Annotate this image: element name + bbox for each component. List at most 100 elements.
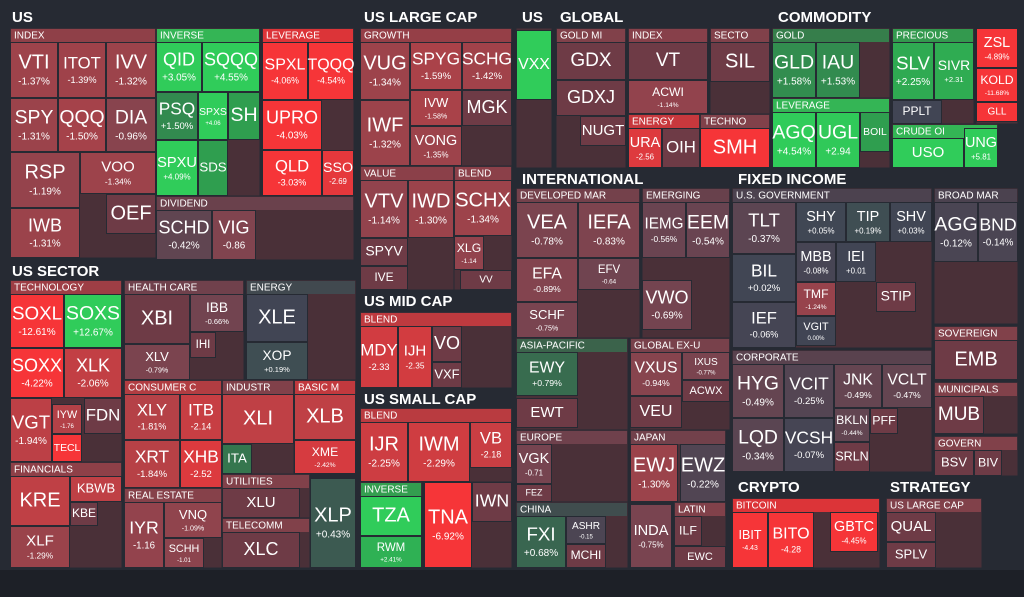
tile[interactable]: SH (228, 92, 260, 140)
tile[interactable]: KRE (10, 476, 70, 526)
tile[interactable]: TIP+0.19% (846, 202, 890, 242)
tile[interactable]: URA-2.56 (628, 128, 662, 168)
tile[interactable]: TMF -1.24% (796, 282, 836, 316)
tile[interactable]: IXUS -0.77% (682, 352, 730, 380)
tile[interactable]: NUGT (580, 116, 626, 146)
tile[interactable]: BSV (934, 450, 974, 476)
tile[interactable]: XLY -1.81% (124, 394, 180, 440)
tile[interactable]: BITO-4.28 (768, 512, 814, 568)
tile[interactable]: IEI+0.01 (836, 242, 876, 282)
tile[interactable]: IJH-2.35 (398, 326, 432, 388)
tile[interactable]: XBI (124, 294, 190, 344)
tile[interactable]: XLF-1.29% (10, 526, 70, 568)
tile[interactable]: LQD -0.34% (732, 418, 784, 472)
tile[interactable]: SQQQ +4.55% (202, 42, 260, 92)
tile[interactable]: SCHG -1.42% (462, 42, 512, 90)
tile[interactable]: IBB -0.66% (190, 294, 244, 332)
tile[interactable]: IVV -1.32% (106, 42, 156, 98)
tile[interactable]: SPLV (886, 542, 936, 568)
tile[interactable]: TZA (360, 496, 422, 536)
tile[interactable]: MBB-0.08% (796, 242, 836, 282)
tile[interactable]: BIL +0.02% (732, 254, 796, 302)
tile[interactable]: PSQ +1.50% (156, 92, 198, 140)
tile[interactable]: QLD -3.03% (262, 150, 322, 196)
tile[interactable]: SPY -1.31% (10, 98, 58, 152)
tile[interactable]: EWZ -0.22% (680, 444, 726, 502)
tile[interactable]: UGL +2.94 (816, 112, 860, 168)
tile[interactable]: VEU (630, 396, 682, 428)
tile[interactable]: SMH (700, 128, 770, 168)
tile[interactable]: FDN (84, 398, 122, 434)
tile[interactable]: UPRO -4.03% (262, 100, 322, 150)
tile[interactable]: ASHR -0.15 (566, 516, 606, 544)
tile[interactable]: EWY+0.79% (516, 352, 578, 396)
tile[interactable]: SPXS +4.06 (198, 92, 228, 140)
tile[interactable]: IHI (190, 332, 216, 358)
tile[interactable]: ZSL-4.89% (976, 28, 1018, 68)
tile[interactable]: SPYG -1.59% (410, 42, 462, 90)
tile[interactable]: MDY -2.33 (360, 326, 398, 388)
tile[interactable]: KBWB (70, 476, 122, 502)
tile[interactable]: TQQQ-4.54% (307, 42, 355, 100)
tile[interactable]: XOP +0.19% (246, 342, 308, 380)
tile[interactable]: GLD +1.58% (772, 42, 816, 98)
tile[interactable]: IWN (472, 482, 512, 522)
tile[interactable]: IWD -1.30% (408, 180, 454, 238)
tile[interactable]: QUAL (886, 512, 936, 542)
tile[interactable]: XLE (246, 294, 308, 342)
tile[interactable]: IJR -2.25% (360, 422, 408, 482)
tile[interactable]: SIVR +2.31 (934, 42, 974, 100)
tile[interactable]: MCHI (566, 544, 606, 568)
tile[interactable]: VNQ -1.09% (164, 502, 222, 538)
tile[interactable]: BIV (974, 450, 1002, 476)
tile[interactable]: VCIT -0.25% (784, 364, 834, 418)
tile[interactable]: TECL (52, 434, 82, 462)
tile[interactable]: IEMG-0.56% (642, 202, 686, 258)
tile[interactable]: VGIT 0.00% (796, 316, 836, 346)
tile[interactable]: VV (460, 270, 512, 290)
tile[interactable]: XME -2.42% (294, 440, 356, 474)
tile[interactable]: KOLD -11.68% (976, 68, 1018, 102)
tile[interactable]: FXI +0.68% (516, 516, 566, 568)
tile[interactable]: AGG -0.12% (934, 202, 978, 262)
tile[interactable]: JNK-0.49% (834, 364, 882, 408)
tile[interactable]: HYG -0.49% (732, 364, 784, 418)
tile[interactable]: VXF (432, 362, 462, 388)
tile[interactable]: OEF (106, 194, 156, 234)
tile[interactable]: SIL (710, 42, 770, 82)
tile[interactable]: EWC (674, 546, 726, 568)
tile[interactable]: EMB (934, 340, 1018, 380)
tile[interactable]: EFV -0.64 (578, 258, 640, 290)
tile[interactable]: VCLT-0.47% (882, 364, 932, 408)
tile[interactable]: SCHX -1.34% (454, 180, 512, 236)
tile[interactable]: RWM +2.41% (360, 536, 422, 568)
tile[interactable]: USO (892, 138, 964, 168)
tile[interactable]: GBTC-4.45% (830, 512, 878, 552)
tile[interactable]: XLG -1.14 (454, 236, 484, 270)
tile[interactable]: IEFA -0.83% (578, 202, 640, 258)
tile[interactable]: EFA-0.89% (516, 258, 578, 302)
tile[interactable]: XRT -1.84% (124, 440, 180, 488)
tile[interactable]: SHV+0.03% (890, 202, 932, 242)
tile[interactable]: IAU +1.53% (816, 42, 860, 98)
tile[interactable]: IYR -1.16 (124, 502, 164, 568)
tile[interactable]: ITOT -1.39% (58, 42, 106, 98)
tile[interactable]: XLU (222, 488, 300, 518)
tile[interactable]: VTI -1.37% (10, 42, 58, 98)
tile[interactable]: SOXX -4.22% (10, 348, 64, 398)
tile[interactable]: XLV -0.79% (124, 344, 190, 380)
tile[interactable]: SOXS +12.67% (64, 294, 122, 348)
tile[interactable]: PPLT (892, 100, 942, 124)
tile[interactable]: ACWI -1.14% (628, 80, 708, 114)
tile[interactable]: XLB (294, 394, 356, 440)
tile[interactable]: VEA -0.78% (516, 202, 578, 258)
tile[interactable]: AGQ +4.54% (772, 112, 816, 168)
tile[interactable]: RSP -1.19% (10, 152, 80, 208)
tile[interactable]: IEF -0.06% (732, 302, 796, 348)
tile[interactable]: GDX (556, 42, 626, 80)
tile[interactable]: VCSH -0.07% (784, 418, 834, 472)
tile[interactable]: IWM -2.29% (408, 422, 470, 482)
tile[interactable]: STIP (876, 282, 916, 312)
tile[interactable]: DIA -0.96% (106, 98, 156, 152)
tile[interactable]: ITB -2.14 (180, 394, 222, 440)
